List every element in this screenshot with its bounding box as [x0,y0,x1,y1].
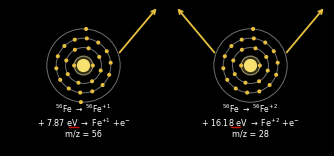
Circle shape [223,55,226,58]
Circle shape [267,69,269,72]
Circle shape [97,41,100,44]
Circle shape [258,90,261,93]
Circle shape [108,73,111,76]
Circle shape [77,81,80,84]
Circle shape [258,80,261,83]
Text: m/z = 56: m/z = 56 [65,130,102,139]
Circle shape [73,49,76,51]
Circle shape [273,50,275,53]
Circle shape [244,60,257,71]
Circle shape [79,91,81,94]
Circle shape [240,38,243,41]
Circle shape [87,47,90,50]
Text: $^{56}$Fe $\rightarrow$ $^{56}$Fe$^{+2}$: $^{56}$Fe $\rightarrow$ $^{56}$Fe$^{+2}$ [222,102,279,115]
Circle shape [74,56,93,75]
Circle shape [55,67,58,70]
Circle shape [246,91,248,94]
Circle shape [73,64,75,67]
Circle shape [253,37,255,40]
Circle shape [109,61,112,64]
Text: $^{56}$Fe $\rightarrow$ $^{56}$Fe$^{+1}$: $^{56}$Fe $\rightarrow$ $^{56}$Fe$^{+1}$ [55,102,112,115]
Circle shape [241,56,260,75]
Circle shape [91,90,94,93]
Circle shape [240,64,242,67]
Circle shape [86,37,88,40]
Circle shape [79,101,82,103]
Text: + 7.87 eV $\rightarrow$ Fe$^{+1}$ +e$^{-}$: + 7.87 eV $\rightarrow$ Fe$^{+1}$ +e$^{-… [37,116,130,129]
Circle shape [56,55,59,58]
Circle shape [67,87,70,90]
Circle shape [234,87,237,90]
Text: + 16.18 eV $\rightarrow$ Fe$^{+2}$ +e$^{-}$: + 16.18 eV $\rightarrow$ Fe$^{+2}$ +e$^{… [201,116,300,129]
Text: m/z = 28: m/z = 28 [232,130,269,139]
Circle shape [232,59,234,62]
Circle shape [85,28,88,30]
Circle shape [252,28,255,30]
Circle shape [264,41,267,44]
Circle shape [65,59,67,62]
Circle shape [100,69,102,72]
Circle shape [222,67,225,70]
Circle shape [276,61,279,64]
Circle shape [230,45,233,47]
Circle shape [91,80,94,83]
Circle shape [244,81,247,84]
Circle shape [66,73,69,76]
Circle shape [63,45,66,47]
Circle shape [226,78,228,81]
Circle shape [59,78,61,81]
Circle shape [254,47,257,50]
Circle shape [265,56,268,58]
Circle shape [92,64,94,67]
Circle shape [101,84,104,86]
Circle shape [259,64,261,67]
Circle shape [240,49,243,51]
Circle shape [98,56,101,58]
Circle shape [268,84,271,86]
Circle shape [73,38,76,41]
Circle shape [233,73,236,76]
Circle shape [275,73,278,76]
Circle shape [106,50,108,53]
Circle shape [77,60,90,71]
